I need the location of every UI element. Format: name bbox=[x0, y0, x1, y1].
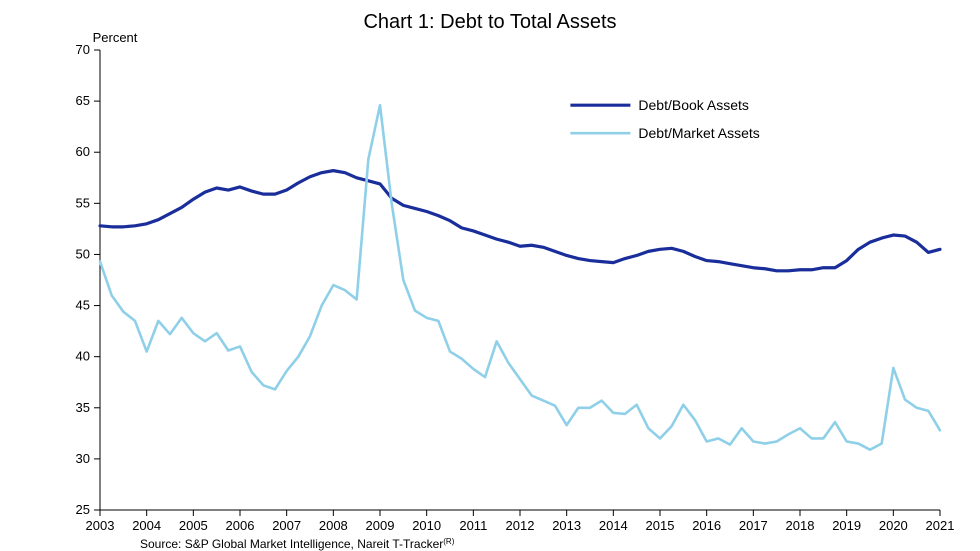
x-tick-label: 2003 bbox=[86, 518, 115, 533]
x-tick-label: 2005 bbox=[179, 518, 208, 533]
y-tick-label: 65 bbox=[76, 93, 90, 108]
chart-title: Chart 1: Debt to Total Assets bbox=[363, 11, 616, 33]
y-tick-label: 45 bbox=[76, 298, 90, 313]
series-line-0 bbox=[100, 171, 940, 271]
x-tick-label: 2007 bbox=[272, 518, 301, 533]
x-tick-label: 2006 bbox=[226, 518, 255, 533]
y-tick-label: 35 bbox=[76, 400, 90, 415]
legend-label-1: Debt/Market Assets bbox=[638, 125, 759, 141]
x-tick-label: 2020 bbox=[879, 518, 908, 533]
legend-label-0: Debt/Book Assets bbox=[638, 97, 749, 113]
x-tick-label: 2021 bbox=[926, 518, 955, 533]
x-tick-label: 2013 bbox=[552, 518, 581, 533]
x-tick-label: 2004 bbox=[132, 518, 161, 533]
x-tick-label: 2009 bbox=[366, 518, 395, 533]
y-tick-label: 55 bbox=[76, 195, 90, 210]
y-axis-label: Percent bbox=[93, 30, 138, 45]
y-tick-label: 60 bbox=[76, 144, 90, 159]
x-tick-label: 2018 bbox=[786, 518, 815, 533]
y-tick-label: 40 bbox=[76, 349, 90, 364]
x-tick-label: 2014 bbox=[599, 518, 628, 533]
series-line-1 bbox=[100, 105, 940, 449]
x-tick-label: 2016 bbox=[692, 518, 721, 533]
line-chart: Chart 1: Debt to Total Assets Percent 25 30… bbox=[0, 0, 980, 551]
x-tick-label: 2019 bbox=[832, 518, 861, 533]
y-tick-label: 25 bbox=[76, 502, 90, 517]
x-tick-label: 2017 bbox=[739, 518, 768, 533]
x-tick-label: 2015 bbox=[646, 518, 675, 533]
x-tick-label: 2011 bbox=[459, 518, 487, 533]
y-tick-label: 70 bbox=[76, 42, 90, 57]
x-tick-label: 2012 bbox=[506, 518, 535, 533]
x-tick-label: 2008 bbox=[319, 518, 348, 533]
y-tick-label: 30 bbox=[76, 451, 90, 466]
source-note: Source: S&P Global Market Intelligence, … bbox=[140, 537, 455, 551]
x-tick-label: 2010 bbox=[412, 518, 441, 533]
y-tick-label: 50 bbox=[76, 246, 90, 261]
